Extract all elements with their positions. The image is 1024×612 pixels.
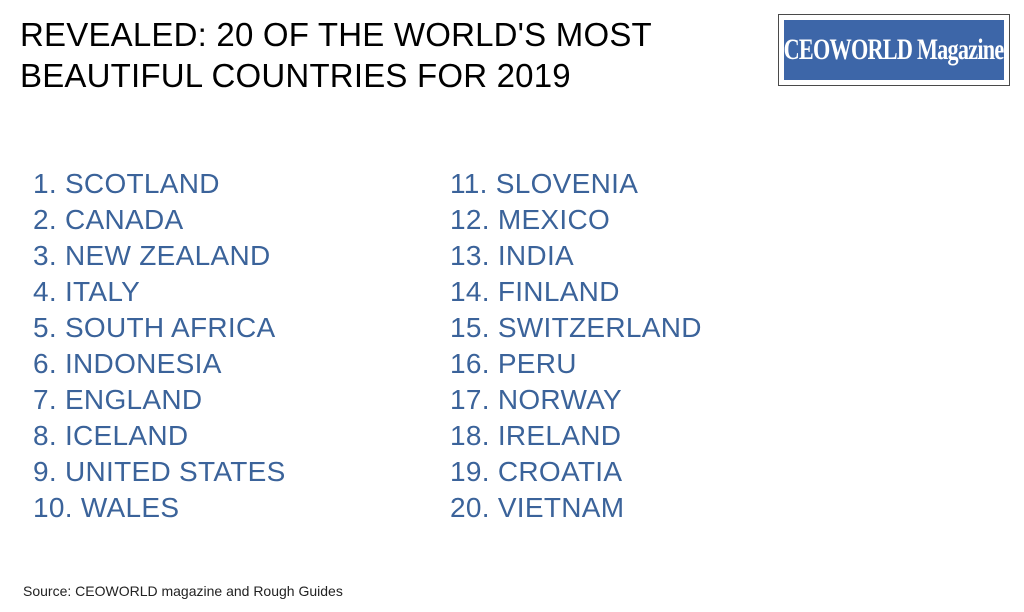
country-name: NEW ZEALAND [64, 240, 271, 271]
list-item: 7. ENGLAND [33, 382, 286, 418]
list-item: 9. UNITED STATES [33, 454, 286, 490]
rank-number: 13. [450, 240, 490, 271]
rank-number: 7. [33, 384, 57, 415]
rank-number: 14. [450, 276, 490, 307]
list-item: 2. CANADA [33, 202, 286, 238]
rankings-column-left: 1. SCOTLAND 2. CANADA 3. NEW ZEALAND 4. ITAL… [33, 166, 286, 526]
rank-number: 9. [33, 456, 57, 487]
list-item: 5. SOUTH AFRICA [33, 310, 286, 346]
rank-number: 6. [33, 348, 57, 379]
rank-number: 19. [450, 456, 490, 487]
rank-number: 20. [450, 492, 490, 523]
list-item: 10. WALES [33, 490, 286, 526]
source-note: Source: CEOWORLD magazine and Rough Guid… [23, 583, 343, 599]
list-item: 15. SWITZERLAND [450, 310, 702, 346]
ceoworld-logo: CEOWORLD Magazine [778, 14, 1010, 86]
country-name: NORWAY [497, 384, 623, 415]
list-item: 13. INDIA [450, 238, 702, 274]
list-item: 16. PERU [450, 346, 702, 382]
country-name: MEXICO [497, 204, 611, 235]
country-name: WALES [80, 492, 180, 523]
list-item: 20. VIETNAM [450, 490, 702, 526]
country-name: SOUTH AFRICA [64, 312, 276, 343]
country-name: ENGLAND [64, 384, 203, 415]
list-item: 12. MEXICO [450, 202, 702, 238]
list-item: 18. IRELAND [450, 418, 702, 454]
rank-number: 16. [450, 348, 490, 379]
page-title: REVEALED: 20 OF THE WORLD'S MOST BEAUTIF… [20, 14, 740, 96]
list-item: 1. SCOTLAND [33, 166, 286, 202]
title-line-2: BEAUTIFUL COUNTRIES FOR 2019 [20, 57, 571, 94]
rank-number: 4. [33, 276, 57, 307]
rankings-column-right: 11. SLOVENIA 12. MEXICO 13. INDIA 14. FINLAN… [450, 166, 702, 526]
country-name: ICELAND [64, 420, 189, 451]
country-name: INDONESIA [64, 348, 222, 379]
country-name: PERU [497, 348, 577, 379]
rank-number: 3. [33, 240, 57, 271]
rank-number: 8. [33, 420, 57, 451]
title-line-1: REVEALED: 20 OF THE WORLD'S MOST [20, 16, 652, 53]
rank-number: 18. [450, 420, 490, 451]
rank-number: 1. [33, 168, 57, 199]
list-item: 14. FINLAND [450, 274, 702, 310]
country-name: ITALY [64, 276, 141, 307]
rank-number: 10. [33, 492, 73, 523]
list-item: 8. ICELAND [33, 418, 286, 454]
rank-number: 11. [450, 168, 488, 199]
country-name: UNITED STATES [64, 456, 286, 487]
list-item: 17. NORWAY [450, 382, 702, 418]
country-name: CROATIA [497, 456, 623, 487]
rank-number: 15. [450, 312, 490, 343]
rank-number: 2. [33, 204, 57, 235]
list-item: 19. CROATIA [450, 454, 702, 490]
rank-number: 17. [450, 384, 490, 415]
list-item: 3. NEW ZEALAND [33, 238, 286, 274]
country-name: CANADA [64, 204, 184, 235]
country-name: SWITZERLAND [497, 312, 702, 343]
country-name: SCOTLAND [64, 168, 220, 199]
country-name: IRELAND [497, 420, 622, 451]
country-name: SLOVENIA [495, 168, 639, 199]
rank-number: 5. [33, 312, 57, 343]
logo-text: CEOWORLD Magazine [784, 33, 1004, 66]
logo-badge: CEOWORLD Magazine [784, 20, 1004, 80]
country-name: VIETNAM [497, 492, 625, 523]
list-item: 11. SLOVENIA [450, 166, 702, 202]
country-name: INDIA [497, 240, 575, 271]
list-item: 6. INDONESIA [33, 346, 286, 382]
rank-number: 12. [450, 204, 490, 235]
country-name: FINLAND [497, 276, 620, 307]
list-item: 4. ITALY [33, 274, 286, 310]
